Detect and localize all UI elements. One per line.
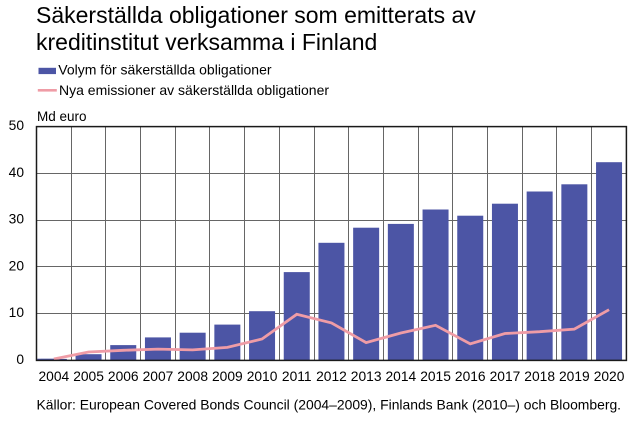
svg-text:20: 20 bbox=[9, 258, 25, 273]
svg-text:Källor: European Covered Bonds: Källor: European Covered Bonds Council (… bbox=[37, 397, 622, 413]
svg-text:50: 50 bbox=[9, 118, 25, 133]
svg-text:2019: 2019 bbox=[559, 369, 590, 384]
svg-text:kreditinstitut verksamma i Fin: kreditinstitut verksamma i Finland bbox=[36, 29, 377, 55]
svg-text:2013: 2013 bbox=[351, 369, 382, 384]
svg-text:30: 30 bbox=[9, 212, 25, 227]
svg-text:2012: 2012 bbox=[316, 369, 347, 384]
svg-text:2015: 2015 bbox=[420, 369, 451, 384]
svg-text:2005: 2005 bbox=[73, 369, 104, 384]
svg-text:2006: 2006 bbox=[108, 369, 139, 384]
svg-text:Volym för säkerställda obligat: Volym för säkerställda obligationer bbox=[58, 61, 272, 77]
svg-text:2016: 2016 bbox=[455, 369, 486, 384]
svg-text:2020: 2020 bbox=[594, 369, 625, 384]
svg-text:2007: 2007 bbox=[143, 369, 174, 384]
svg-text:2014: 2014 bbox=[385, 369, 416, 384]
svg-text:Nya emissioner av säkerställda: Nya emissioner av säkerställda obligatio… bbox=[59, 82, 329, 98]
svg-text:2011: 2011 bbox=[282, 369, 312, 384]
svg-text:2010: 2010 bbox=[247, 369, 278, 384]
svg-text:2017: 2017 bbox=[490, 369, 521, 384]
svg-text:2008: 2008 bbox=[177, 369, 208, 384]
svg-text:Md euro: Md euro bbox=[37, 109, 87, 124]
svg-text:2018: 2018 bbox=[524, 369, 555, 384]
svg-text:Säkerställda obligationer som: Säkerställda obligationer som emitterats… bbox=[36, 2, 476, 28]
svg-text:2009: 2009 bbox=[212, 369, 243, 384]
svg-text:10: 10 bbox=[9, 305, 25, 320]
svg-text:2004: 2004 bbox=[38, 369, 69, 384]
svg-text:40: 40 bbox=[9, 165, 25, 180]
svg-text:0: 0 bbox=[16, 352, 24, 367]
